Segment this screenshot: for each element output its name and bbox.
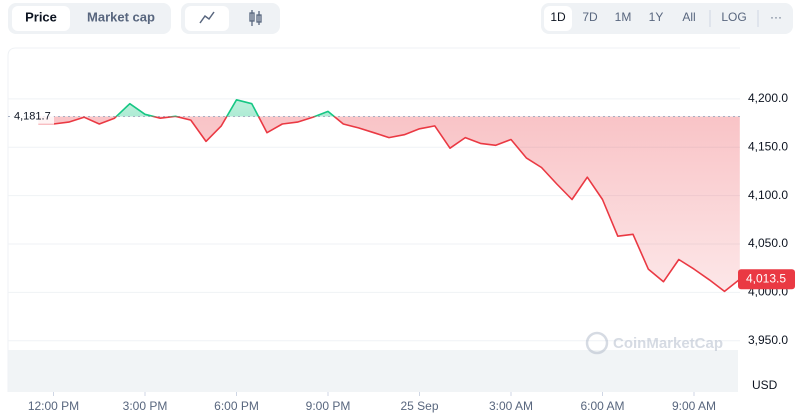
- x-tick-label: 6:00 PM: [214, 399, 259, 413]
- price-line: [38, 99, 741, 293]
- range-button[interactable]: 1D: [550, 10, 566, 24]
- line-type-button[interactable]: [185, 6, 229, 31]
- range-group: [541, 3, 793, 34]
- y-tick-label: 4,100.0: [748, 188, 788, 202]
- y-tick-label: 4,200.0: [748, 91, 788, 105]
- more-button[interactable]: ···: [770, 10, 782, 24]
- candle-icon[interactable]: [249, 10, 262, 26]
- x-tick-label: 9:00 PM: [306, 399, 351, 413]
- range-button[interactable]: 1M: [615, 10, 632, 24]
- tab[interactable]: Price: [25, 9, 57, 24]
- volume-band: [8, 350, 738, 392]
- plot: [8, 98, 741, 396]
- tab[interactable]: Market cap: [87, 9, 155, 24]
- range-button[interactable]: 1Y: [649, 10, 664, 24]
- range-selected: [544, 6, 572, 31]
- range-button[interactable]: All: [682, 10, 695, 24]
- range-button[interactable]: 7D: [582, 10, 598, 24]
- reference-label: 4,181.7: [14, 110, 51, 122]
- x-tick-label: 6:00 AM: [580, 399, 624, 413]
- x-tick-label: 25 Sep: [400, 399, 438, 413]
- price-area: [38, 99, 740, 292]
- watermark-text: CoinMarketCap: [613, 335, 723, 352]
- tab-selected: [12, 6, 70, 31]
- x-tick-label: 3:00 AM: [489, 399, 533, 413]
- x-tick-label: 3:00 PM: [123, 399, 168, 413]
- last-price-label: 4,013.5: [746, 271, 786, 285]
- x-tick-label: 12:00 PM: [28, 399, 79, 413]
- reference-label-bg: [10, 108, 54, 125]
- log-button[interactable]: LOG: [721, 10, 746, 24]
- x-tick-label: 9:00 AM: [672, 399, 716, 413]
- y-tick-label: 3,950.0: [748, 333, 788, 347]
- line-icon: [199, 11, 215, 24]
- last-price-badge: [738, 269, 795, 290]
- unit-label: USD: [752, 378, 778, 392]
- y-tick-label: 4,150.0: [748, 139, 788, 153]
- watermark: CoinMarketCap: [585, 331, 723, 355]
- plot-frame: [7, 47, 740, 392]
- y-tick-label: 4,050.0: [748, 236, 788, 250]
